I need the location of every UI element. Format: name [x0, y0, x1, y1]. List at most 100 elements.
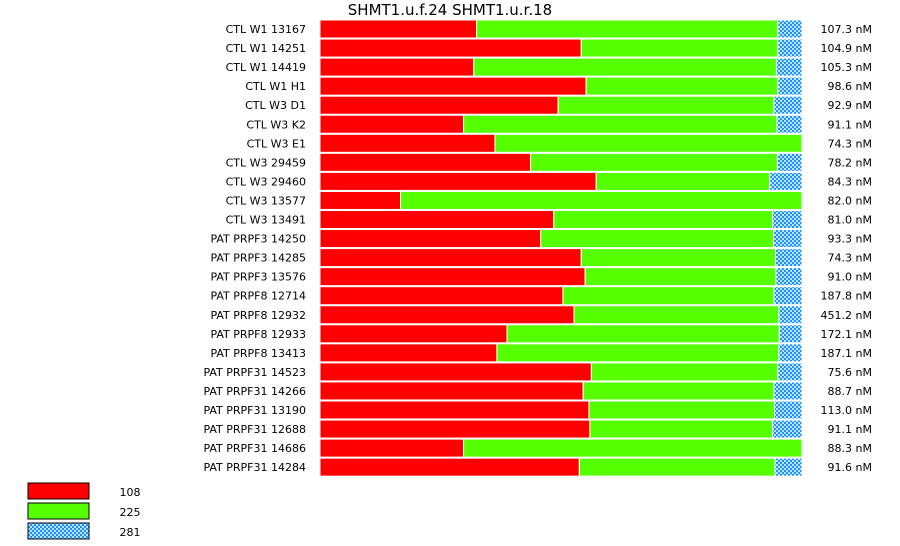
row-label: CTL W1 14419: [226, 61, 306, 74]
bar-segment-225: [590, 362, 779, 382]
bar-segment-225: [580, 38, 779, 58]
bar-segment-108: [319, 152, 532, 172]
row-total-label: 104.9 nM: [821, 42, 872, 55]
row-total-label: 88.3 nM: [828, 442, 872, 455]
bar-segment-108: [319, 19, 478, 39]
legend: 108 225 281: [27, 482, 141, 540]
row-total-label: 75.6 nM: [828, 366, 872, 379]
row-label: PAT PRPF3 14285: [210, 252, 306, 265]
row-label: CTL W3 K2: [246, 118, 306, 131]
row-total-label: 187.1 nM: [821, 347, 872, 360]
row-total-label: 93.3 nM: [828, 233, 872, 246]
bar-segment-225: [463, 114, 778, 134]
row-total-label: 82.0 nM: [828, 194, 872, 207]
legend-label: 281: [120, 526, 141, 539]
bar-segment-281: [772, 210, 803, 229]
bar-segment-281: [775, 57, 803, 77]
bar-segment-225: [463, 438, 803, 458]
bar-segment-108: [319, 286, 564, 306]
legend-label: 108: [120, 486, 141, 499]
bar-segment-225: [585, 76, 779, 96]
bar-segment-108: [319, 57, 475, 77]
bar-segment-108: [319, 381, 584, 401]
row-total-label: 98.6 nM: [828, 80, 872, 93]
bar-segment-281: [778, 343, 803, 363]
bar-segment-108: [319, 38, 582, 58]
row-label: CTL W1 H1: [245, 80, 306, 93]
row-label: CTL W3 29460: [226, 175, 306, 188]
bar-segment-225: [553, 210, 774, 229]
row-label: CTL W1 14251: [226, 42, 306, 55]
bar-segment-225: [540, 229, 775, 249]
row-total-label: 105.3 nM: [821, 61, 872, 74]
chart-title: SHMT1.u.f.24 SHMT1.u.r.18: [348, 1, 552, 19]
row-label: PAT PRPF31 12688: [203, 423, 306, 436]
row-total-label: 107.3 nM: [821, 23, 872, 36]
bar-segment-225: [573, 305, 780, 325]
row-total-label: 91.6 nM: [828, 461, 872, 474]
bar-segment-281: [774, 457, 803, 477]
row-label: PAT PRPF31 14266: [203, 385, 306, 398]
bar-segment-108: [319, 343, 498, 363]
bar-segment-225: [496, 343, 780, 363]
bar-segment-225: [589, 419, 774, 439]
row-label: CTL W1 13167: [226, 23, 306, 36]
bar-segment-225: [399, 190, 803, 210]
bar-segment-108: [319, 229, 542, 249]
bar-segment-225: [506, 324, 780, 344]
bar-segment-225: [580, 248, 776, 268]
bar-segment-108: [319, 171, 597, 191]
legend-label: 225: [120, 506, 141, 519]
row-total-label: 74.3 nM: [828, 252, 872, 265]
bar-segment-281: [772, 419, 803, 439]
row-label: PAT PRPF3 14250: [210, 233, 306, 246]
bar-segment-225: [595, 171, 771, 191]
bar-segment-225: [530, 152, 778, 172]
bar-segment-108: [319, 362, 592, 382]
bar-segment-225: [562, 286, 775, 306]
row-label: CTL W3 E1: [247, 137, 306, 150]
row-total-label: 74.3 nM: [828, 137, 872, 150]
bar-segment-281: [775, 267, 803, 287]
bar-segment-281: [773, 95, 803, 115]
bar-segment-281: [777, 38, 803, 58]
row-label: CTL W3 D1: [245, 99, 306, 112]
row-label: PAT PRPF8 13413: [210, 347, 306, 360]
row-label: PAT PRPF31 13190: [203, 404, 306, 417]
bar-segment-108: [319, 305, 575, 325]
row-label: CTL W3 29459: [226, 156, 306, 169]
bar-segment-225: [578, 457, 776, 477]
bar-segment-225: [588, 400, 776, 420]
row-label: PAT PRPF31 14284: [203, 461, 306, 474]
bar-segment-108: [319, 324, 508, 344]
bar-segment-108: [319, 248, 582, 268]
row-label: PAT PRPF31 14686: [203, 442, 306, 455]
row-label: PAT PRPF8 12932: [210, 309, 306, 322]
row-total-label: 78.2 nM: [828, 156, 872, 169]
bar-segment-108: [319, 457, 580, 477]
bar-segment-281: [773, 229, 803, 249]
row-total-label: 88.7 nM: [828, 385, 872, 398]
bar-segment-281: [776, 152, 803, 172]
bar-segment-108: [319, 133, 496, 153]
row-total-label: 113.0 nM: [821, 404, 872, 417]
legend-swatch: [27, 502, 90, 520]
bar-segment-108: [319, 210, 555, 229]
bar-segment-281: [777, 76, 803, 96]
bar-segment-108: [319, 400, 590, 420]
bar-segment-225: [494, 133, 803, 153]
row-label: PAT PRPF8 12714: [210, 290, 306, 303]
bar-segment-281: [773, 286, 803, 306]
legend-swatch: [27, 522, 90, 540]
row-total-label: 92.9 nM: [828, 99, 872, 112]
row-total-label: 172.1 nM: [821, 328, 872, 341]
row-total-label: 451.2 nM: [821, 309, 872, 322]
bar-segment-108: [319, 95, 559, 115]
row-label: PAT PRPF31 14523: [203, 366, 306, 379]
row-label: PAT PRPF8 12933: [210, 328, 306, 341]
bar-segment-281: [778, 324, 803, 344]
row-total-label: 84.3 nM: [828, 175, 872, 188]
bar-segment-281: [776, 114, 803, 134]
bar-segment-108: [319, 76, 587, 96]
